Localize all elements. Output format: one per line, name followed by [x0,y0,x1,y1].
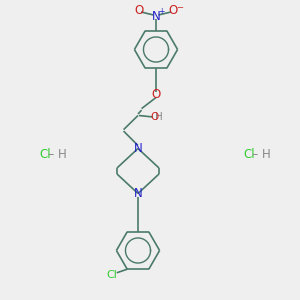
Text: Cl: Cl [243,148,255,161]
Text: −: − [176,3,184,12]
Text: N: N [152,10,160,23]
Text: –: – [251,148,257,161]
Text: N: N [134,142,142,155]
Text: H: H [262,148,270,161]
Text: +: + [158,7,164,16]
Text: Cl: Cl [39,148,51,161]
Text: N: N [134,187,142,200]
Text: Cl: Cl [106,270,117,280]
Text: H: H [155,112,163,122]
Text: O: O [152,88,160,101]
Text: O: O [150,112,158,122]
Text: H: H [58,148,66,161]
Text: –: – [47,148,53,161]
Text: O: O [169,4,178,17]
Text: O: O [134,4,143,17]
